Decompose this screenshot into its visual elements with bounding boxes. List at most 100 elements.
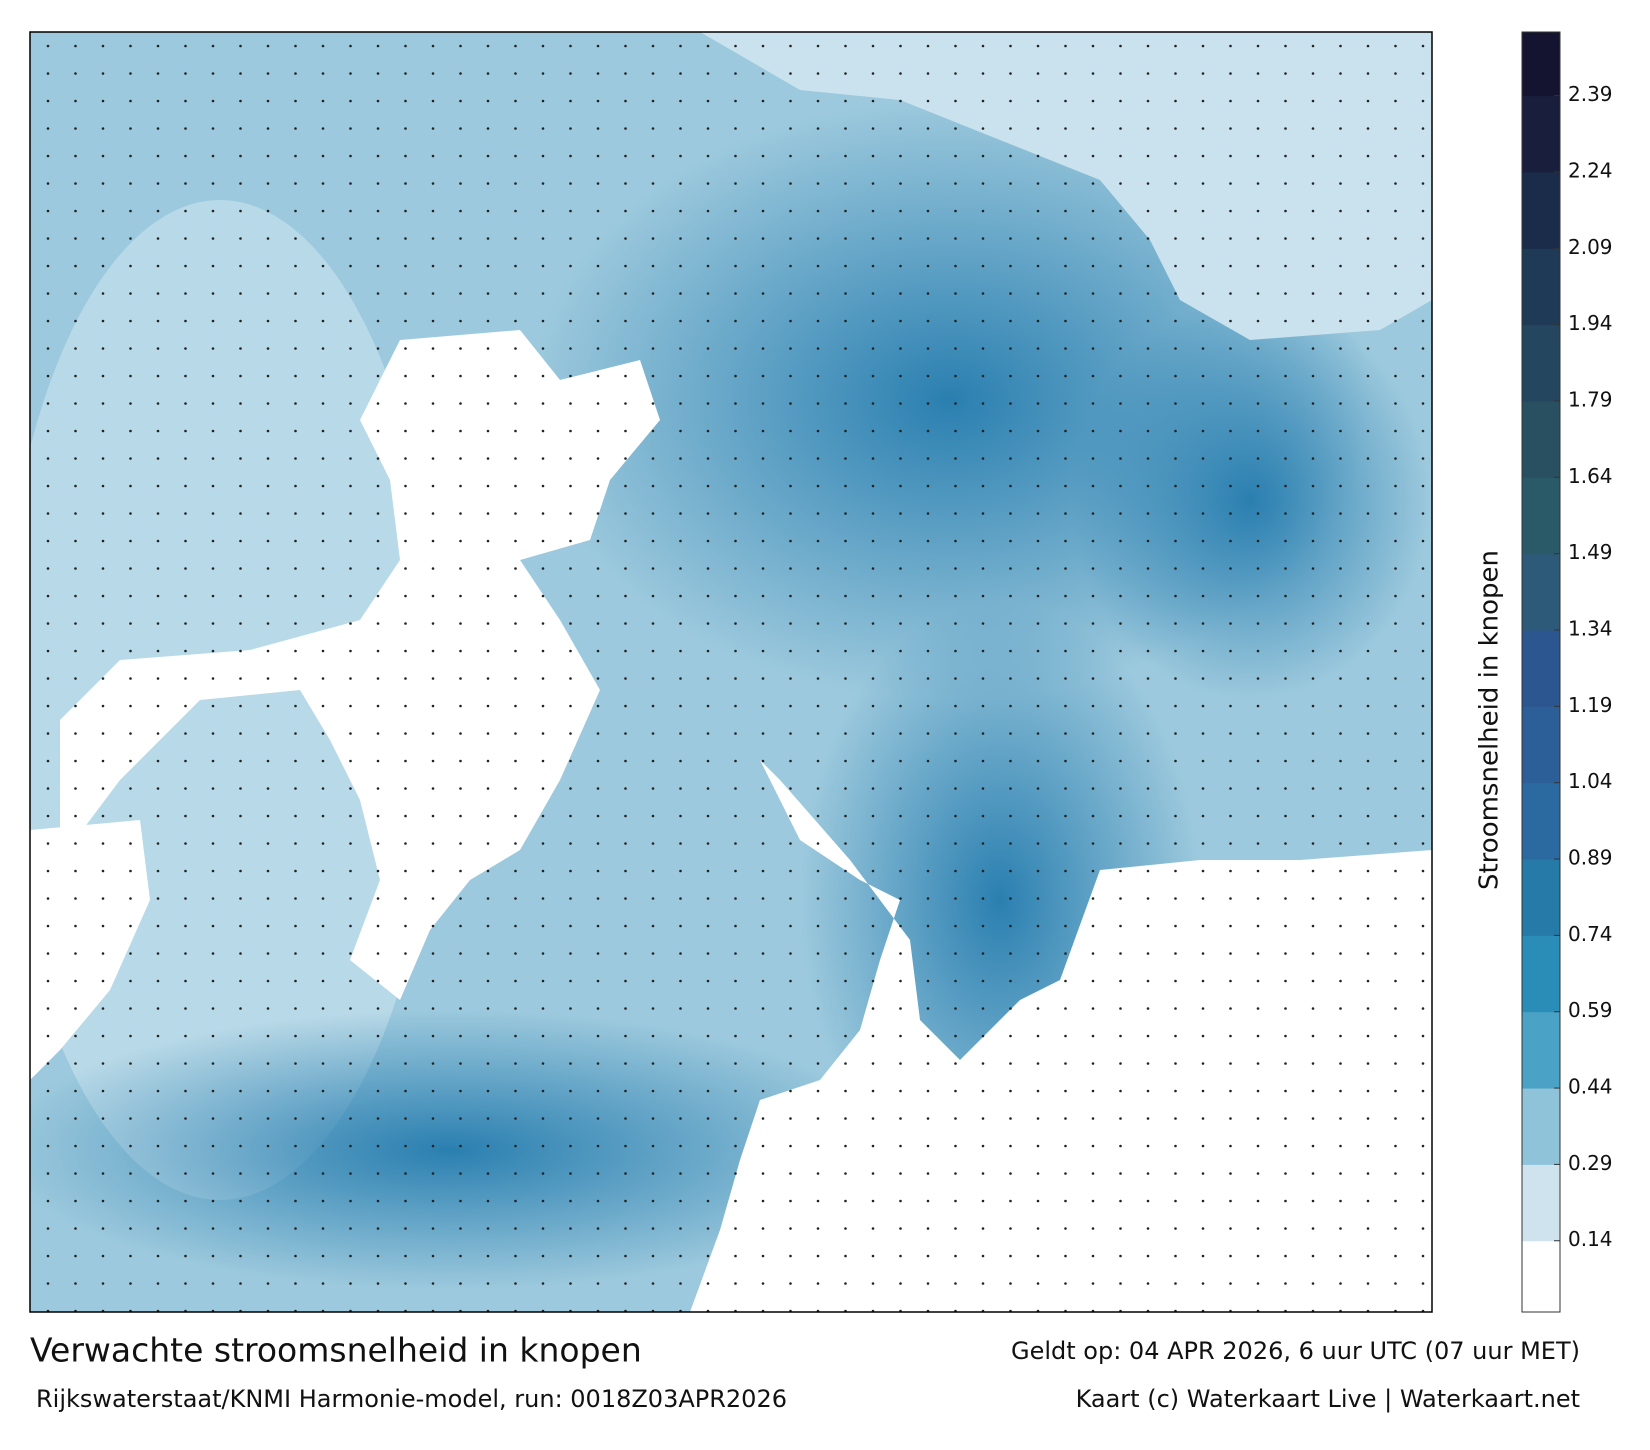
grid-dot xyxy=(1091,347,1095,350)
grid-dot xyxy=(349,154,352,158)
grid-dot xyxy=(431,264,435,268)
grid-dot xyxy=(981,1089,985,1093)
grid-dot xyxy=(569,1117,572,1120)
grid-dot xyxy=(239,539,242,543)
grid-dot xyxy=(1009,842,1012,845)
grid-dot xyxy=(1174,704,1177,708)
grid-dot xyxy=(541,814,545,818)
grid-dot xyxy=(651,539,655,543)
grid-dot xyxy=(239,44,242,48)
grid-dot xyxy=(1091,1117,1095,1120)
grid-dot xyxy=(651,209,655,213)
colorbar-band xyxy=(1522,400,1560,478)
grid-dot xyxy=(871,1254,875,1258)
grid-dot xyxy=(926,732,930,735)
grid-dot xyxy=(624,1172,627,1175)
grid-dot xyxy=(129,319,132,323)
grid-dot xyxy=(954,402,957,405)
grid-dot xyxy=(1311,1254,1315,1258)
grid-dot xyxy=(789,924,792,928)
grid-dot xyxy=(706,402,710,405)
grid-dot xyxy=(1091,924,1095,928)
grid-dot xyxy=(596,402,600,405)
grid-dot xyxy=(1119,814,1122,818)
grid-dot xyxy=(184,649,187,653)
grid-dot xyxy=(651,649,655,653)
grid-dot xyxy=(569,484,572,488)
grid-dot xyxy=(46,237,50,240)
grid-dot xyxy=(816,759,820,763)
grid-dot xyxy=(486,512,490,515)
grid-dot xyxy=(129,44,132,48)
grid-dot xyxy=(596,1117,600,1120)
grid-dot xyxy=(1339,209,1342,213)
grid-dot xyxy=(1339,594,1342,598)
grid-dot xyxy=(486,1282,490,1285)
grid-dot xyxy=(1201,127,1205,130)
grid-dot xyxy=(1201,979,1205,983)
grid-dot xyxy=(404,594,407,598)
grid-dot xyxy=(184,1172,187,1175)
grid-dot xyxy=(46,594,50,598)
sea-shallow xyxy=(30,200,440,1200)
grid-dot xyxy=(129,649,132,653)
grid-dot xyxy=(74,237,77,240)
grid-dot xyxy=(1311,154,1315,158)
grid-dot xyxy=(679,264,682,268)
grid-dot xyxy=(624,319,627,323)
land xyxy=(30,820,150,1080)
grid-dot xyxy=(954,1199,957,1203)
grid-dot xyxy=(349,704,352,708)
grid-dot xyxy=(46,622,50,625)
grid-dot xyxy=(651,732,655,735)
grid-dot xyxy=(1174,429,1177,433)
grid-dot xyxy=(1146,539,1150,543)
grid-dot xyxy=(624,1227,627,1230)
grid-dot xyxy=(486,897,490,900)
grid-dot xyxy=(679,1007,682,1010)
grid-dot xyxy=(651,484,655,488)
grid-dot xyxy=(1174,869,1177,873)
grid-dot xyxy=(926,72,930,75)
grid-dot xyxy=(239,99,242,103)
grid-dot xyxy=(1421,237,1425,240)
grid-dot xyxy=(1339,512,1342,515)
grid-dot xyxy=(844,127,847,130)
grid-dot xyxy=(404,127,407,130)
grid-dot xyxy=(1091,264,1095,268)
grid-dot xyxy=(926,1034,930,1038)
grid-dot xyxy=(761,1254,765,1258)
grid-dot xyxy=(871,99,875,103)
grid-dot xyxy=(926,512,930,515)
grid-dot xyxy=(541,99,545,103)
grid-dot xyxy=(156,237,160,240)
grid-dot xyxy=(981,154,985,158)
grid-dot xyxy=(211,484,215,488)
grid-dot xyxy=(1311,924,1315,928)
grid-dot xyxy=(156,292,160,295)
grid-dot xyxy=(899,1254,902,1258)
grid-dot xyxy=(74,1089,77,1093)
grid-dot xyxy=(239,209,242,213)
grid-dot xyxy=(321,869,325,873)
grid-dot xyxy=(1256,1227,1260,1230)
grid-dot xyxy=(266,457,270,460)
grid-dot xyxy=(954,924,957,928)
grid-dot xyxy=(569,952,572,955)
grid-dot xyxy=(569,1144,572,1148)
grid-dot xyxy=(1009,1172,1012,1175)
grid-dot xyxy=(239,704,242,708)
grid-dot xyxy=(349,787,352,790)
grid-dot xyxy=(74,897,77,900)
grid-dot xyxy=(459,319,462,323)
grid-dot xyxy=(156,1227,160,1230)
grid-dot xyxy=(486,347,490,350)
grid-dot xyxy=(156,347,160,350)
grid-dot xyxy=(981,127,985,130)
grid-dot xyxy=(404,374,407,378)
grid-dot xyxy=(761,649,765,653)
grid-dot xyxy=(376,457,380,460)
grid-dot xyxy=(1009,457,1012,460)
grid-dot xyxy=(899,1089,902,1093)
grid-dot xyxy=(129,1117,132,1120)
